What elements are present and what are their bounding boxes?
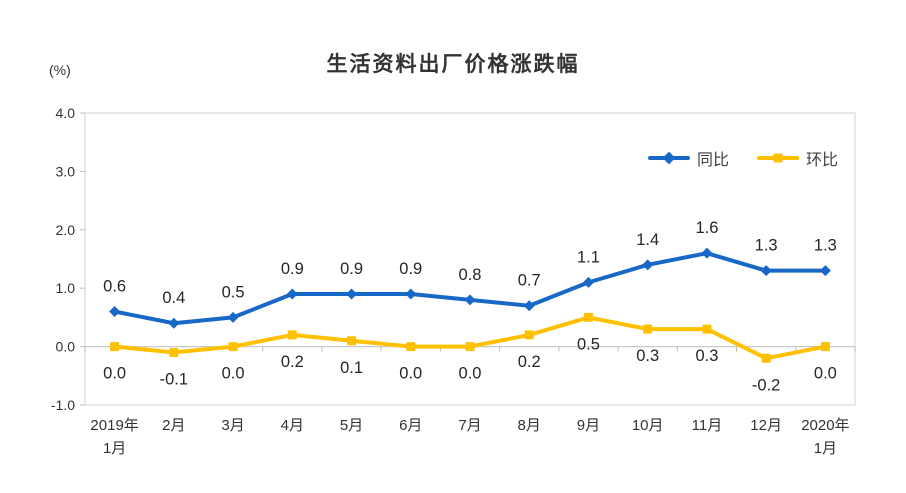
x-tick-label: 1月 [814, 440, 837, 457]
data-point-label: 0.5 [222, 283, 245, 301]
data-point-marker [405, 288, 417, 300]
data-point-label: 1.4 [636, 231, 659, 249]
data-point-marker [582, 276, 594, 288]
data-point-label: 0.9 [399, 260, 422, 278]
data-point-label: 0.4 [162, 289, 185, 307]
data-point-marker [406, 342, 416, 352]
data-point-marker [465, 342, 475, 352]
y-tick-label: 1.0 [56, 280, 76, 296]
data-point-label: 0.2 [518, 353, 541, 371]
data-point-marker [523, 300, 535, 312]
legend-label-yoy: 同比 [697, 152, 730, 169]
data-point-label: 1.3 [755, 237, 778, 255]
x-tick-label: 4月 [281, 417, 304, 434]
data-point-label: 0.6 [103, 278, 126, 296]
x-tick-label: 6月 [399, 417, 422, 434]
data-point-marker [228, 342, 238, 352]
data-point-marker [227, 311, 239, 323]
data-point-marker [110, 342, 120, 352]
data-point-label: 0.7 [518, 272, 541, 290]
x-tick-label: 5月 [340, 417, 363, 434]
data-point-marker [761, 353, 771, 363]
legend-item-yoy: 同比 [648, 146, 729, 170]
data-point-label: 1.1 [577, 248, 600, 266]
y-axis-unit-label: (%) [49, 62, 71, 78]
data-point-label: -0.2 [752, 376, 780, 394]
data-point-label: 1.3 [814, 237, 837, 255]
x-tick-label: 1月 [103, 440, 126, 457]
x-tick-label: 9月 [577, 417, 600, 434]
data-point-label: 0.3 [636, 347, 659, 365]
chart-title: 生活资料出厂价格涨跌幅 [326, 53, 580, 76]
x-tick-label: 3月 [221, 417, 244, 434]
x-tick-label: 2月 [162, 417, 185, 434]
data-point-label: 1.6 [695, 219, 718, 237]
yoy-diamond-marker-icon [662, 151, 676, 165]
x-tick-label: 8月 [518, 417, 541, 434]
data-point-label: 0.5 [577, 335, 600, 353]
data-point-marker [701, 247, 713, 259]
data-point-marker [643, 324, 653, 334]
chart-legend: 同比 环比 [648, 146, 838, 170]
data-point-marker [819, 265, 831, 277]
data-point-marker [583, 312, 593, 322]
data-point-marker [524, 330, 534, 340]
yoy-line-swatch [648, 151, 690, 165]
data-point-label: 0.0 [399, 365, 422, 383]
data-point-label: 0.9 [340, 260, 363, 278]
y-tick-label: 4.0 [56, 105, 76, 121]
data-point-marker [820, 342, 830, 352]
data-point-marker [287, 330, 297, 340]
mom-series-line [112, 315, 828, 361]
mom-line-swatch [757, 153, 800, 163]
data-point-label: -0.1 [160, 370, 188, 388]
legend-item-mom: 环比 [757, 146, 838, 170]
data-point-marker [169, 347, 179, 357]
data-point-label: 0.0 [222, 365, 245, 383]
data-point-marker [642, 259, 654, 271]
data-point-label: 0.0 [459, 365, 482, 383]
data-point-label: 0.2 [281, 353, 304, 371]
data-point-label: 0.3 [695, 347, 718, 365]
data-point-label: 0.0 [103, 365, 126, 383]
data-point-label: 0.1 [340, 359, 363, 377]
data-point-marker [346, 288, 358, 300]
x-tick-label: 7月 [458, 417, 481, 434]
data-point-marker [464, 294, 476, 306]
x-tick-label: 12月 [750, 417, 782, 434]
data-point-marker [347, 336, 357, 346]
legend-label-mom: 环比 [806, 152, 839, 169]
y-tick-label: 3.0 [56, 163, 76, 179]
y-tick-label: 0.0 [56, 339, 76, 355]
x-tick-label: 11月 [692, 417, 723, 434]
y-tick-label: 2.0 [56, 222, 76, 238]
data-point-marker [286, 288, 298, 300]
x-tick-label: 2020年 [801, 417, 849, 434]
data-point-marker [168, 317, 180, 329]
plot-border [84, 112, 856, 406]
x-tick-label: 10月 [632, 417, 664, 434]
data-point-marker [702, 324, 712, 334]
y-tick-label: -1.0 [51, 397, 75, 413]
data-point-marker [760, 265, 772, 277]
data-point-marker [109, 306, 121, 318]
mom-square-marker-icon [773, 153, 783, 163]
data-point-label: 0.8 [459, 266, 482, 284]
data-point-label: 0.9 [281, 260, 304, 278]
data-point-label: 0.0 [814, 365, 837, 383]
x-tick-label: 2019年 [90, 417, 138, 434]
